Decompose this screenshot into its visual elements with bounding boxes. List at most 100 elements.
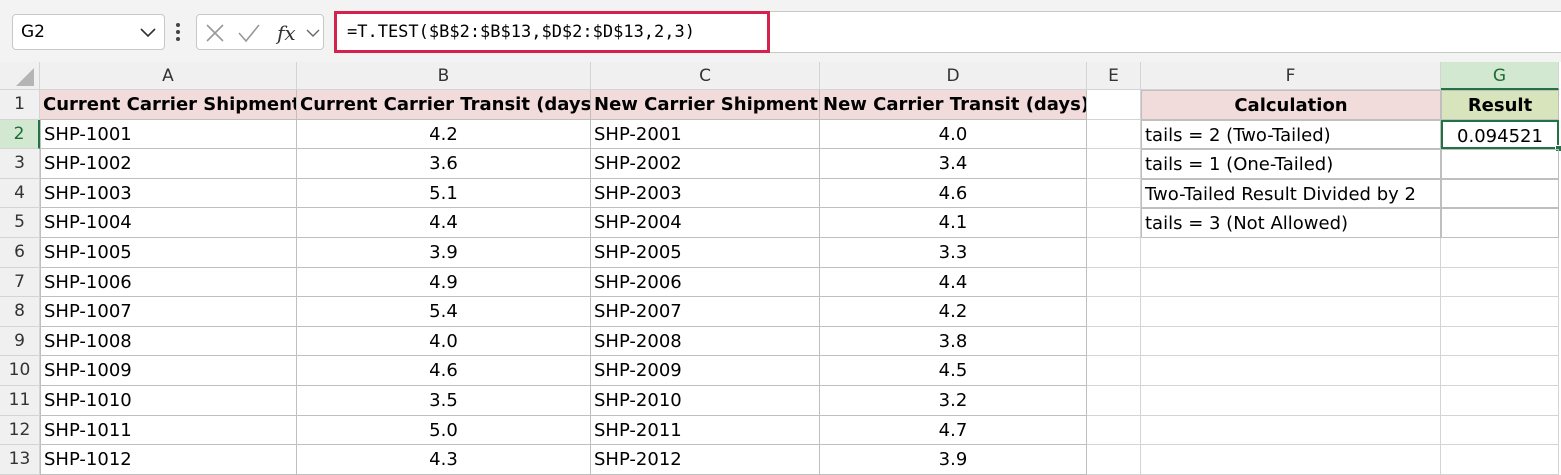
table-cell: 4.9 bbox=[297, 267, 591, 298]
table-cell: SHP-1009 bbox=[40, 356, 297, 386]
side-header: Calculation bbox=[1141, 90, 1441, 120]
table-cell: 3.3 bbox=[820, 238, 1087, 268]
table-cell: 4.2 bbox=[820, 297, 1087, 327]
table-cell: SHP-1004 bbox=[40, 208, 297, 238]
table-cell: 3.8 bbox=[820, 326, 1087, 357]
row-header[interactable]: 5 bbox=[0, 208, 40, 238]
table-cell: 3.4 bbox=[820, 149, 1087, 179]
svg-text:fx: fx bbox=[275, 21, 296, 45]
table-cell: 3.9 bbox=[820, 445, 1087, 475]
table-cell: 4.6 bbox=[820, 178, 1087, 209]
side-cell: tails = 2 (Two-Tailed) bbox=[1141, 119, 1441, 150]
empty-cell bbox=[1441, 415, 1559, 446]
empty-cell bbox=[1141, 445, 1441, 475]
table-cell: SHP-1003 bbox=[40, 178, 297, 209]
row-header[interactable]: 9 bbox=[0, 326, 40, 357]
empty-cell bbox=[1087, 90, 1141, 120]
table-cell: SHP-2005 bbox=[591, 238, 820, 268]
column-header[interactable]: D bbox=[820, 62, 1087, 90]
column-header[interactable]: B bbox=[297, 62, 591, 90]
empty-cell bbox=[1441, 267, 1559, 298]
row-header[interactable]: 8 bbox=[0, 297, 40, 327]
empty-cell bbox=[1087, 445, 1141, 475]
table-cell: SHP-1008 bbox=[40, 326, 297, 357]
table-cell: SHP-1006 bbox=[40, 267, 297, 298]
empty-cell bbox=[1087, 238, 1141, 268]
table-cell: 5.1 bbox=[297, 178, 591, 209]
empty-cell bbox=[1141, 238, 1441, 268]
empty-cell bbox=[1141, 356, 1441, 386]
column-header[interactable]: F bbox=[1141, 62, 1441, 90]
formula-buttons: fx bbox=[196, 14, 324, 50]
table-cell: 4.2 bbox=[297, 119, 591, 150]
empty-cell bbox=[1087, 297, 1141, 327]
table-cell: SHP-2007 bbox=[591, 297, 820, 327]
side-header: Result bbox=[1441, 90, 1559, 120]
table-cell: 4.6 bbox=[297, 356, 591, 386]
table-cell: 3.5 bbox=[297, 386, 591, 416]
table-cell: SHP-2008 bbox=[591, 326, 820, 357]
empty-cell bbox=[1441, 297, 1559, 327]
table-cell: 4.1 bbox=[820, 208, 1087, 238]
empty-side-cell bbox=[1441, 149, 1559, 179]
formula-input[interactable]: =T.TEST($B$2:$B$13,$D$2:$D$13,2,3) bbox=[334, 11, 770, 53]
empty-cell bbox=[1087, 415, 1141, 446]
more-icon[interactable] bbox=[172, 20, 184, 44]
empty-side-cell bbox=[1441, 178, 1559, 209]
table-cell: SHP-2001 bbox=[591, 119, 820, 150]
column-header[interactable]: C bbox=[591, 62, 820, 90]
empty-side-cell bbox=[1441, 208, 1559, 238]
empty-cell bbox=[1441, 386, 1559, 416]
row-header[interactable]: 13 bbox=[0, 445, 40, 475]
table-header: New Carrier Shipment bbox=[591, 90, 820, 120]
table-cell: 4.4 bbox=[820, 267, 1087, 298]
select-all bbox=[0, 62, 40, 90]
empty-cell bbox=[1087, 178, 1141, 209]
column-header[interactable]: A bbox=[40, 62, 297, 90]
side-cell[interactable]: 0.094521 bbox=[1441, 119, 1559, 150]
empty-cell bbox=[1141, 297, 1441, 327]
empty-cell bbox=[1441, 356, 1559, 386]
table-cell: SHP-1005 bbox=[40, 238, 297, 268]
row-header[interactable]: 6 bbox=[0, 238, 40, 268]
empty-cell bbox=[1087, 326, 1141, 357]
table-header: New Carrier Transit (days) bbox=[820, 90, 1087, 120]
table-cell: 5.4 bbox=[297, 297, 591, 327]
table-cell: 5.0 bbox=[297, 415, 591, 446]
table-cell: 4.7 bbox=[820, 415, 1087, 446]
table-cell: SHP-1007 bbox=[40, 297, 297, 327]
column-header[interactable]: E bbox=[1087, 62, 1141, 90]
row-header[interactable]: 11 bbox=[0, 386, 40, 416]
empty-cell bbox=[1087, 208, 1141, 238]
row-header[interactable]: 10 bbox=[0, 356, 40, 386]
row-header[interactable]: 12 bbox=[0, 415, 40, 446]
side-cell: Two-Tailed Result Divided by 2 bbox=[1141, 178, 1441, 209]
dropdown-arrow bbox=[140, 28, 156, 38]
side-cell: tails = 3 (Not Allowed) bbox=[1141, 208, 1441, 238]
empty-cell bbox=[1141, 267, 1441, 298]
table-cell: 4.3 bbox=[297, 445, 591, 475]
empty-cell bbox=[1087, 119, 1141, 150]
empty-cell bbox=[1141, 415, 1441, 446]
row-header[interactable]: 7 bbox=[0, 267, 40, 298]
column-header[interactable]: G bbox=[1441, 62, 1559, 90]
grid: A B C D E F G 1 2 3 4 5 6 7 8 9 10 11 12 13 Current Carrier … bbox=[0, 62, 1561, 475]
side-cell: tails = 1 (One-Tailed) bbox=[1141, 149, 1441, 179]
table-cell: SHP-2004 bbox=[591, 208, 820, 238]
right-panel bbox=[770, 11, 1561, 53]
table-cell: SHP-2011 bbox=[591, 415, 820, 446]
table-cell: SHP-2006 bbox=[591, 267, 820, 298]
row-header[interactable]: 3 bbox=[0, 149, 40, 179]
empty-cell bbox=[1087, 149, 1141, 179]
row-header[interactable]: 1 bbox=[0, 90, 40, 120]
table-header: Current Carrier Transit (days) bbox=[297, 90, 591, 120]
row-header[interactable]: 4 bbox=[0, 178, 40, 209]
name-box-text: G2 bbox=[21, 22, 45, 42]
table-cell: 4.5 bbox=[820, 356, 1087, 386]
formula-icons[interactable]: fx bbox=[197, 15, 325, 51]
table-cell: 3.9 bbox=[297, 238, 591, 268]
empty-cell bbox=[1441, 238, 1559, 268]
row-header[interactable]: 2 bbox=[0, 119, 40, 150]
name-box[interactable]: G2 bbox=[12, 14, 165, 50]
